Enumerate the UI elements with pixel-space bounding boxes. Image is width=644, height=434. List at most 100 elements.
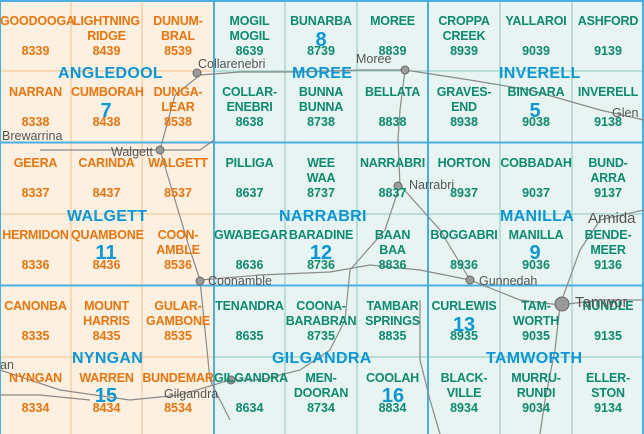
map-sheet-cell[interactable]: MOGIL MOGIL 8639 <box>214 0 285 71</box>
map-sheet-cell[interactable]: CUMBORAH 8438 <box>71 71 144 142</box>
map-sheet-cell[interactable]: MOREE 8839 <box>357 0 428 71</box>
sheet-code: 8939 <box>450 44 478 58</box>
map-sheet-cell[interactable]: ASHFORD 9139 <box>572 0 644 71</box>
sheet-name: QUAMBONE <box>71 228 144 242</box>
sheet-code: 8438 <box>92 115 121 129</box>
town-label-glen: Glen <box>612 106 639 120</box>
map-sheet-cell[interactable]: HERMIDON 8336 <box>0 214 71 285</box>
sheet-code: 8337 <box>21 186 50 200</box>
sheet-code: 8838 <box>378 115 407 129</box>
map-sheet-cell[interactable]: MOUNT HARRIS 8435 <box>71 285 142 357</box>
map-sheet-cell[interactable]: INVERELL 9138 <box>572 71 644 142</box>
map-sheet-cell[interactable]: BLACK- VILLE 8934 <box>428 357 500 434</box>
map-sheet-cell[interactable]: CANONBA 8335 <box>0 285 71 357</box>
sheet-code: 8335 <box>21 329 50 343</box>
map-sheet-cell[interactable]: BAAN BAA 8836 <box>357 214 428 285</box>
map-sheet-cell[interactable]: WALGETT 8537 <box>142 142 214 214</box>
map-sheet-cell[interactable]: YALLAROI 9039 <box>500 0 572 71</box>
sheet-code: 9137 <box>594 186 622 200</box>
town-dot-icon <box>400 65 410 75</box>
sheet-name: ASHFORD <box>577 14 639 28</box>
sheet-name: GILGANDRA <box>214 371 288 385</box>
sheet-name: CROPPA CREEK <box>438 14 490 43</box>
sheet-name: BUNARBA <box>290 14 352 28</box>
town-label-narrabri: Narrabri <box>409 178 455 192</box>
map-sheet-cell[interactable]: TAM- WORTH 9035 <box>500 285 572 357</box>
map-sheet-cell[interactable]: HORTON 8937 <box>428 142 500 214</box>
map-sheet-cell[interactable]: GOODOOGA 8339 <box>0 0 75 71</box>
sheet-name: ELLER- STON <box>586 371 630 400</box>
sheet-number-11: 11 <box>95 242 117 264</box>
map-sheet-cell[interactable]: COOLAH 8834 <box>357 357 428 434</box>
map-sheet-cell[interactable]: BELLATA 8838 <box>357 71 428 142</box>
map-sheet-cell[interactable]: BUNARBA 8739 <box>285 0 357 71</box>
map-sheet-cell[interactable]: BENDE- MEER 9136 <box>572 214 644 285</box>
map-sheet-cell[interactable]: PILLIGA 8637 <box>214 142 285 214</box>
sheet-name: MOUNT HARRIS <box>83 299 130 328</box>
sheet-name: YALLAROI <box>505 14 567 28</box>
town-label-gilgandra: Gilgandra <box>164 387 219 401</box>
sheet-code: 9135 <box>594 329 622 343</box>
sheet-name: DUNGA- LEAR <box>153 85 203 114</box>
map-sheet-cell[interactable]: NUNDLE 9135 <box>572 285 644 357</box>
map-sheet-cell[interactable]: COBBADAH 9037 <box>500 142 572 214</box>
map-sheet-cell[interactable]: CURLEWIS 8935 <box>428 285 500 357</box>
road-line <box>559 209 644 306</box>
map-sheet-cell[interactable]: BUNNA BUNNA 8738 <box>285 71 357 142</box>
sheet-name: CURLEWIS <box>431 299 497 313</box>
map-sheet-cell[interactable]: BOGGABRI 8936 <box>428 214 500 285</box>
map-sheet-cell[interactable]: MANILLA 9036 <box>500 214 572 285</box>
map-sheet-cell[interactable]: GRAVES- END 8938 <box>428 71 500 142</box>
sheet-code: 8635 <box>235 329 264 343</box>
sheet-code: 9035 <box>522 329 550 343</box>
sheet-code: 8834 <box>378 401 407 415</box>
map-sheet-cell[interactable]: MEN- DOORAN 8734 <box>285 357 357 434</box>
map-sheet-cell[interactable]: GILGANDRA 8634 <box>214 357 288 434</box>
sheet-name: BUNNA BUNNA <box>298 85 344 114</box>
map-sheet-cell[interactable]: DUNGA- LEAR 8538 <box>142 71 214 142</box>
map-sheet-cell[interactable]: BINGARA 9038 <box>500 71 572 142</box>
map-sheet-cell[interactable]: QUAMBONE 8436 <box>71 214 144 285</box>
region-label-tamworth: TAMWORTH <box>486 350 583 367</box>
sheet-code: 8835 <box>378 329 407 343</box>
sheet-code: 8537 <box>164 186 192 200</box>
map-sheet-cell[interactable]: TAMBAR SPRINGS 8835 <box>357 285 428 357</box>
sheet-name: COLLAR- ENEBRI <box>222 85 277 114</box>
sheet-name: BINGARA <box>507 85 565 99</box>
sheet-code: 9037 <box>522 186 550 200</box>
sheet-code: 8434 <box>92 401 121 415</box>
map-sheet-cell[interactable]: LIGHTNING RIDGE 8439 <box>71 0 142 71</box>
map-sheet-cell[interactable]: GEERA 8337 <box>0 142 71 214</box>
map-sheet-cell[interactable]: CARINDA 8437 <box>71 142 142 214</box>
map-sheet-cell[interactable]: BUNDEMAR 8534 <box>142 357 214 434</box>
sheet-name: MANILLA <box>508 228 564 242</box>
sheet-name: GOODOOGA <box>0 14 75 28</box>
sheet-name: INVERELL <box>577 85 639 99</box>
map-sheet-cell[interactable]: COLLAR- ENEBRI 8638 <box>214 71 285 142</box>
region-label-moree: MOREE <box>292 65 353 82</box>
map-sheet-cell[interactable]: CROPPA CREEK 8939 <box>428 0 500 71</box>
map-sheet-cell[interactable]: ELLER- STON 9134 <box>572 357 644 434</box>
map-sheet-cell[interactable]: DUNUM- BRAL 8539 <box>142 0 214 71</box>
sheet-name: COOLAH <box>366 371 419 385</box>
sheet-name: BUND- ARRA <box>588 156 628 185</box>
map-sheet-cell[interactable]: WARREN 8434 <box>71 357 142 434</box>
map-sheet-cell[interactable]: BUND- ARRA 9137 <box>572 142 644 214</box>
map-sheet-cell[interactable]: NARRABRI 8837 <box>357 142 428 214</box>
sheet-number-15: 15 <box>94 385 118 407</box>
town-label-armidale: Armida <box>588 210 636 227</box>
map-sheet-cell[interactable]: NYNGAN 8334 <box>0 357 71 434</box>
map-sheet-cell[interactable]: GWABEGAR 8636 <box>214 214 288 285</box>
map-sheet-cell[interactable]: COON- AMBLE 8536 <box>142 214 214 285</box>
map-sheet-cell[interactable]: WEE WAA 8737 <box>285 142 357 214</box>
map-sheet-cell[interactable]: BARADINE 8736 <box>285 214 357 285</box>
map-sheet-cell[interactable]: MURRU- RUNDI 9034 <box>500 357 572 434</box>
map-sheet-cell[interactable]: COONA- BARABRAN 8735 <box>285 285 357 357</box>
sheet-name: LIGHTNING RIDGE <box>73 14 140 43</box>
sheet-code: 9139 <box>594 44 622 58</box>
map-sheet-cell[interactable]: TENANDRA 8635 <box>214 285 285 357</box>
map-sheet-cell[interactable]: GULAR- GAMBONE 8535 <box>142 285 214 357</box>
town-dot-icon <box>195 276 205 286</box>
map-sheet-cell[interactable]: NARRAN 8338 <box>0 71 71 142</box>
road-line <box>0 394 91 401</box>
